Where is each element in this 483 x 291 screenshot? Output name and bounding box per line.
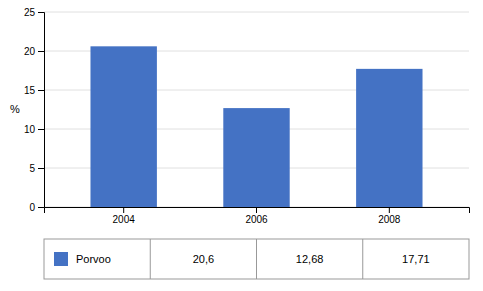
x-axis-line [45,208,470,214]
y-tick: 20 [24,46,44,57]
x-tick-label: 2008 [378,214,401,225]
x-tick-label: 2004 [113,214,136,225]
bar [223,108,289,207]
x-tick: 2004 [113,207,136,225]
y-tick-mark [38,168,44,169]
x-tick: 2008 [378,207,401,225]
y-tick: 0 [29,202,44,213]
x-tick-label: 2006 [245,214,268,225]
plot: 0 5 10 15 20 25 2004 2006 2008 [24,7,470,225]
y-tick-label: 5 [29,163,35,174]
y-tick-mark [38,207,44,208]
y-tick-mark [38,12,44,13]
y-axis: 0 5 10 15 20 25 [24,7,45,213]
bar [356,69,422,207]
y-tick-label: 0 [29,202,35,213]
x-tick: 2006 [245,207,268,225]
legend-divider [150,239,151,279]
bars [90,46,422,207]
y-tick-mark [38,129,44,130]
legend-value: 17,71 [402,253,430,265]
y-tick: 25 [24,7,44,18]
legend-swatch [54,252,68,266]
legend-value: 12,68 [296,253,324,265]
y-tick-label: 15 [24,85,36,96]
bar [90,46,156,207]
y-tick-mark [38,90,44,91]
y-tick-mark [38,51,44,52]
y-tick: 10 [24,124,44,135]
x-tick-mark [123,207,124,213]
chart: 0 5 10 15 20 25 2004 2006 2008% Porvoo 20,6 12,68 17… [0,0,483,291]
y-axis-line [38,13,45,208]
y-tick-label: 20 [24,46,36,57]
grid-line [44,12,469,13]
legend-label: Porvoo [76,253,111,265]
x-tick-mark [389,207,390,213]
y-axis-title: % [10,103,20,115]
legend-divider [256,239,257,279]
x-axis: 2004 2006 2008 [45,207,470,225]
x-tick-mark [256,207,257,213]
y-tick: 5 [29,163,44,174]
grid [44,12,469,207]
legend: Porvoo 20,6 12,68 17,71 [44,239,469,279]
legend-frame [44,239,469,279]
y-tick-label: 25 [24,7,36,18]
y-tick-label: 10 [24,124,36,135]
legend-divider [362,239,363,279]
legend-value: 20,6 [193,253,214,265]
y-tick: 15 [24,85,44,96]
